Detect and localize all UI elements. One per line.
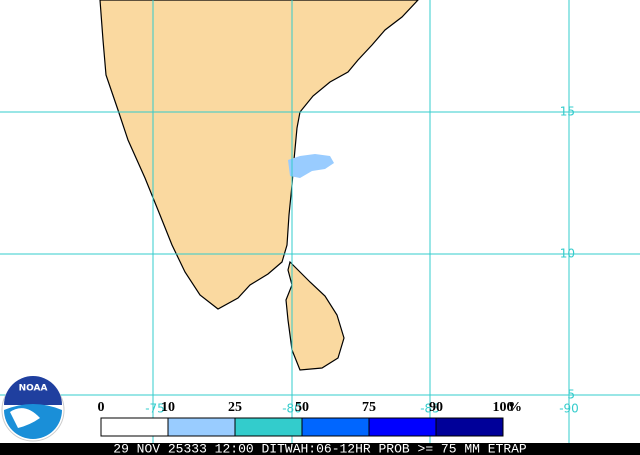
legend-swatch (368, 417, 437, 437)
legend-label: 10 (161, 400, 175, 415)
probability-area (288, 154, 334, 178)
legend-label: 90 (429, 400, 443, 415)
legend-label: 100 (493, 400, 514, 415)
legend-swatch (100, 417, 169, 437)
logo-text: NOAA (19, 384, 48, 394)
legend-labels: 0 10 25 50 75 90 100 (98, 400, 514, 415)
legend-label: 50 (295, 400, 309, 415)
legend-swatch (301, 417, 370, 437)
legend-swatch (234, 417, 303, 437)
lon-label: -90 (559, 402, 579, 416)
lat-label: 10 (560, 247, 575, 261)
noaa-logo: NOAA (1, 376, 65, 442)
footer-bar (0, 443, 640, 455)
legend-label: 0 (98, 400, 105, 415)
lat-label: 15 (560, 105, 575, 119)
lat-label: 5 (567, 388, 575, 402)
legend-unit: % (508, 400, 522, 415)
lon-label: -85 (420, 402, 440, 416)
footer-text: 29 NOV 25333 12:00 DITWAH:06-12HR PROB >… (113, 441, 527, 455)
sri-lanka (285, 260, 345, 371)
lon-label: -80 (282, 402, 302, 416)
lon-label: -75 (145, 402, 165, 416)
legend-bar (100, 417, 504, 437)
legend-swatch (435, 417, 504, 437)
grid (0, 0, 640, 443)
legend-label: 75 (362, 400, 376, 415)
legend-swatch (167, 417, 236, 437)
legend-label: 25 (228, 400, 242, 415)
